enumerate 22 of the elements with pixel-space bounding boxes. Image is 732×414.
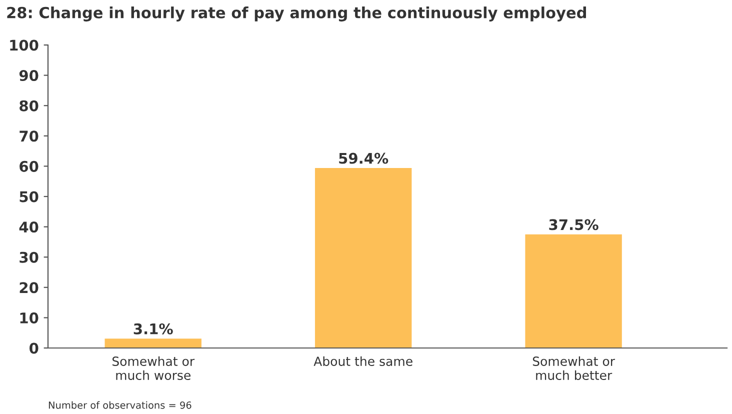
- y-tick-label: 80: [20, 100, 38, 112]
- data-label: 37.5%: [549, 219, 598, 230]
- y-tick-label: 100: [10, 40, 38, 51]
- y-tick-label: 0: [30, 342, 38, 354]
- data-label: 59.4%: [339, 152, 388, 164]
- bar: [525, 234, 622, 348]
- y-tick-label: 90: [19, 70, 38, 82]
- x-tick-label: About the same: [314, 356, 412, 366]
- x-tick-label: Somewhat or much better: [532, 356, 615, 380]
- x-tick-label: Somewhat or much worse: [112, 356, 195, 380]
- bar: [314, 168, 412, 348]
- y-tick-label: 30: [20, 252, 38, 263]
- data-label: 3.1%: [134, 323, 173, 334]
- chart-title: 28: Change in hourly rate of pay among the continuously employed: [7, 6, 586, 22]
- y-tick-label: 50: [20, 191, 38, 202]
- y-tick-label: 20: [20, 282, 38, 294]
- y-tick-label: 70: [20, 130, 38, 142]
- y-tick-label: 10: [20, 312, 38, 324]
- text: Number of observations = 96: [48, 401, 192, 409]
- y-tick-label: 40: [19, 222, 38, 233]
- y-tick-label: 60: [20, 160, 38, 172]
- bar: [104, 338, 202, 348]
